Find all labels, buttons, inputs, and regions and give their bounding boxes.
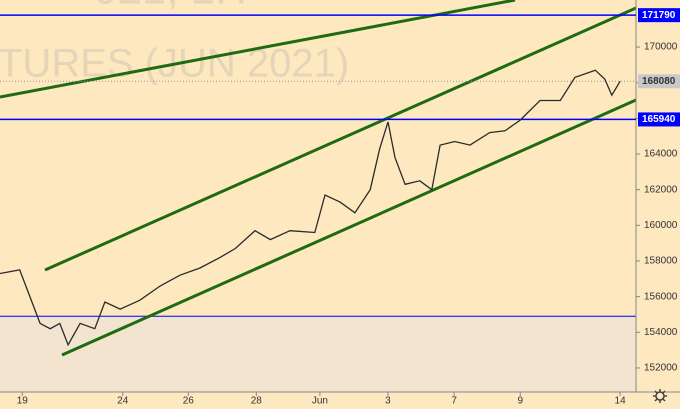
y-tick-label: 156000 [644,291,678,302]
x-tick-label: 24 [117,396,129,407]
x-tick-label: 7 [451,396,457,407]
settings-icon[interactable] [653,389,667,403]
x-tick-label: 3 [385,396,391,407]
zone [0,316,636,392]
y-tick-label: 152000 [644,363,678,374]
y-tick-label: 170000 [644,42,678,53]
x-tick-label: 26 [183,396,195,407]
level-label-box [638,8,680,23]
price-line [0,69,621,347]
x-tick-label: Jun [312,396,328,407]
x-tick-label: 28 [251,396,263,407]
trend-line [44,6,637,272]
watermark-top: 021, 1H [93,0,247,14]
y-tick-label: 164000 [644,149,678,160]
x-tick-label: 19 [17,396,29,407]
x-tick-label: 9 [517,396,523,407]
x-tick-label: 14 [615,396,627,407]
y-tick-label: 154000 [644,327,678,338]
y-tick-label: 158000 [644,256,678,267]
y-tick-label: 162000 [644,184,678,195]
level-label: 165940 [642,114,676,125]
level-label: 171790 [642,10,676,21]
level-label-box [638,112,680,127]
trend-line [61,98,637,357]
last-price-box [638,74,680,89]
y-tick-label: 160000 [644,220,678,231]
trend-line [0,0,516,99]
last-price-label: 168080 [642,76,676,87]
